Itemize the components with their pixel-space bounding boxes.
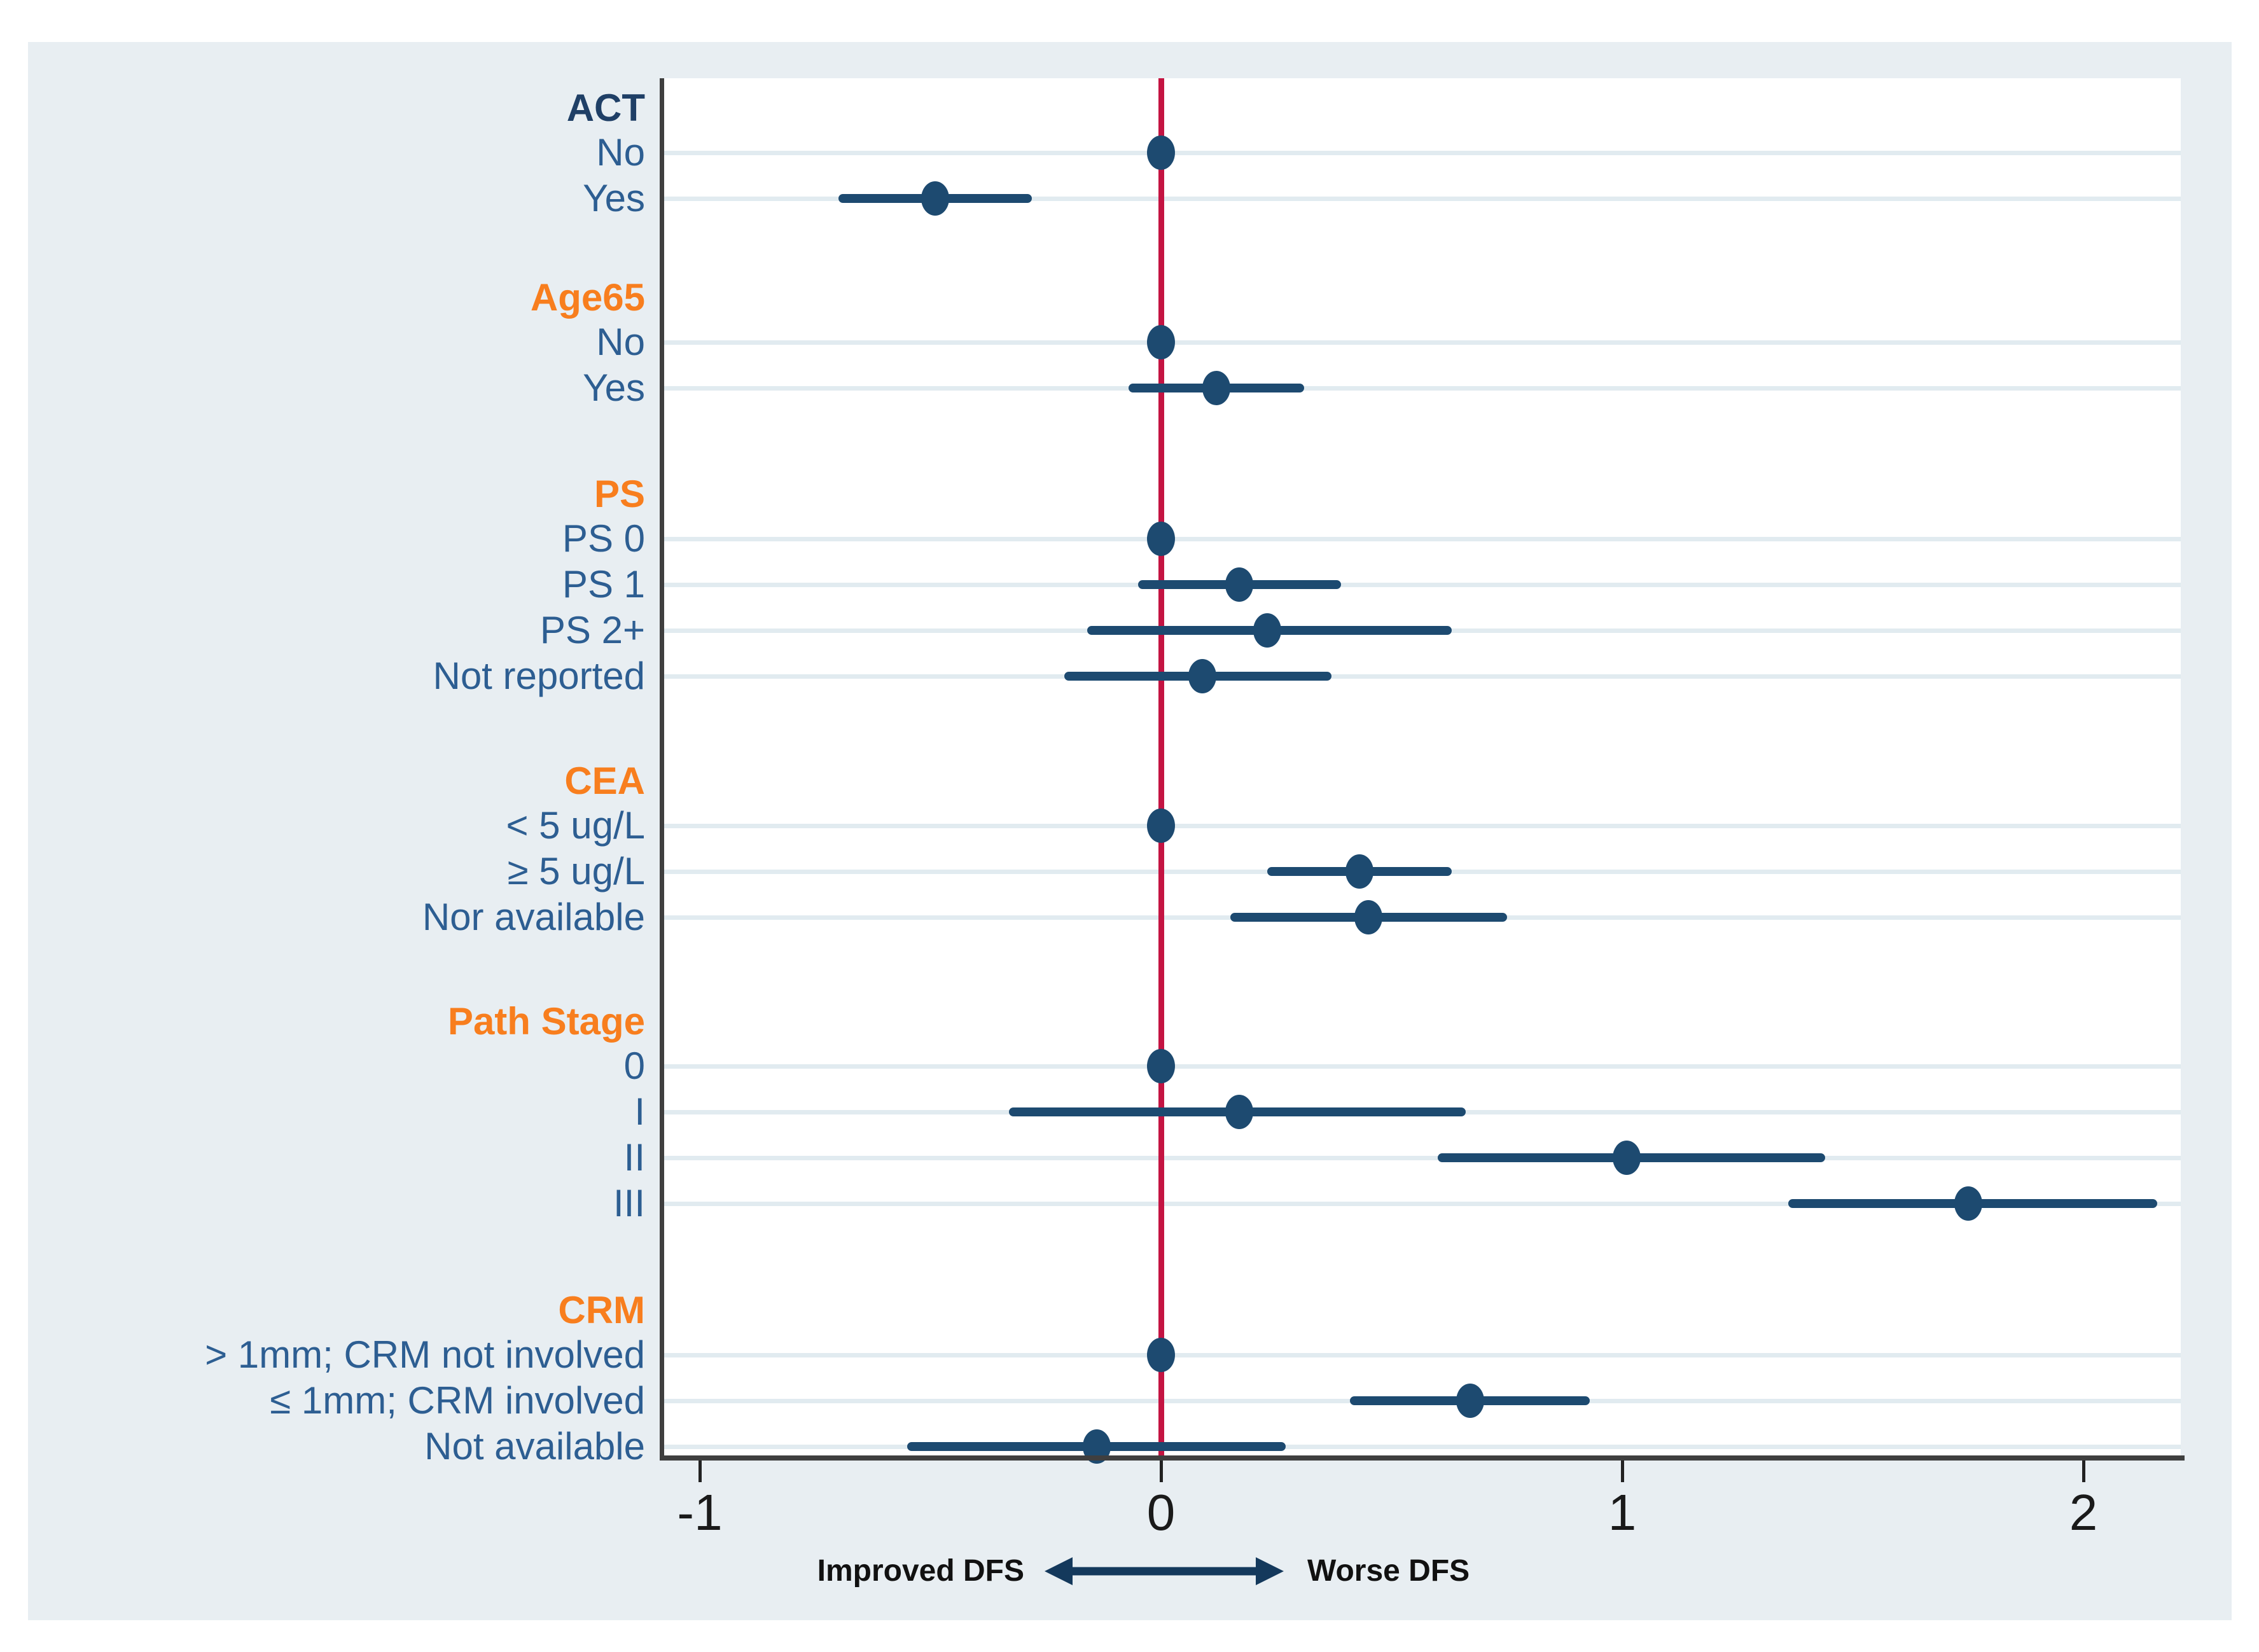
x-tick [2082,1461,2085,1482]
reference-point-marker [1147,135,1175,170]
group-header-label: ACT [566,87,645,129]
row-label: Not reported [433,655,645,697]
group-header-label: CEA [564,760,645,802]
point-marker [1613,1141,1641,1175]
reference-point-marker [1147,325,1175,359]
gridline [664,674,2181,679]
row-label: < 5 ug/L [506,804,645,847]
gridline [664,386,2181,391]
gridline [664,1064,2181,1069]
gridline [664,1202,2181,1206]
row-label: Yes [583,366,645,409]
x-tick-label: -1 [677,1484,723,1541]
plot-area [664,78,2181,1455]
row-label: No [596,321,645,363]
point-marker [1354,900,1383,934]
point-marker [1225,1095,1254,1129]
point-marker [1202,371,1230,405]
row-label: No [596,131,645,174]
x-tick-label: 1 [1608,1484,1637,1541]
group-header-label: CRM [558,1289,645,1331]
gridline [664,1156,2181,1160]
group-header-label: PS [594,473,645,515]
reference-point-marker [1147,1338,1175,1372]
zero-reference-line [1158,78,1164,1456]
row-label: ≤ 1mm; CRM involved [270,1379,645,1422]
x-tick [699,1461,702,1482]
row-label: Yes [583,177,645,219]
point-marker [1188,659,1217,693]
reference-point-marker [1147,522,1175,556]
point-marker [1456,1384,1484,1418]
group-header-label: Path Stage [447,1000,645,1043]
row-label: I [634,1090,645,1133]
group-header-label: Age65 [530,276,645,319]
gridline [664,340,2181,345]
row-label: PS 0 [562,517,645,560]
point-marker [1954,1186,1982,1221]
point-marker [921,181,949,216]
gridline [664,1353,2181,1357]
gridline [664,197,2181,201]
gridline [664,151,2181,155]
reference-point-marker [1147,809,1175,843]
gridline [664,537,2181,541]
point-marker [1345,854,1373,889]
double-headed-arrow-icon [1045,1557,1284,1585]
x-tick-label: 0 [1146,1484,1176,1541]
row-label: ≥ 5 ug/L [507,850,645,892]
row-label: Not available [424,1425,645,1468]
worse-dfs-label: Worse DFS [1307,1554,1470,1588]
row-label: PS 2+ [539,609,645,651]
point-marker [1253,613,1281,648]
x-tick [1160,1461,1163,1482]
row-label: II [623,1136,645,1179]
x-tick [1621,1461,1624,1482]
row-label: III [613,1182,645,1225]
reference-point-marker [1147,1049,1175,1083]
improved-dfs-label: Improved DFS [817,1554,1024,1588]
gridline [664,824,2181,828]
row-label: PS 1 [562,563,645,606]
gridline [664,583,2181,587]
x-axis-line [660,1455,2185,1461]
point-marker [1225,567,1254,602]
x-tick-label: 2 [2069,1484,2098,1541]
gridline [664,1445,2181,1449]
row-label: > 1mm; CRM not involved [205,1333,645,1376]
y-axis-frame-line [660,78,664,1461]
row-label: 0 [623,1045,645,1087]
row-label: Nor available [422,896,645,938]
